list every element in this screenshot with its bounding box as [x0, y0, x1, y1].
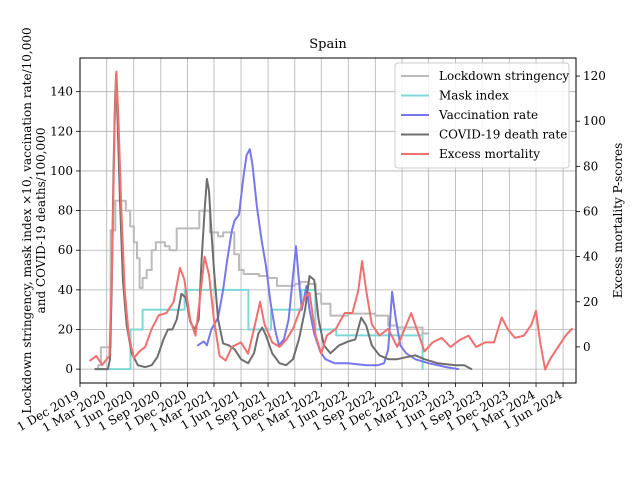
y-left-tick-label: 140 [50, 85, 73, 99]
y-right-tick-label: 20 [583, 295, 598, 309]
chart-title: Spain [309, 37, 347, 52]
series-line-lockdown-stringency [94, 199, 430, 371]
y-right-tick-label: 120 [583, 69, 606, 83]
legend-box [394, 62, 570, 169]
y-right-tick-label: 80 [583, 159, 598, 173]
y-right-tick-label: 0 [583, 340, 591, 354]
legend-label-covid-19-death-rate: COVID-19 death rate [439, 128, 567, 142]
y-left-tick-label: 80 [58, 204, 73, 218]
y-right-tick-label: 40 [583, 250, 598, 264]
y-left-tick-label: 0 [65, 362, 73, 376]
y-right-tick-label: 100 [583, 114, 606, 128]
y-axis-left-label-line1: Lockdown stringency, mask index ×10, vac… [20, 27, 34, 413]
plot-frame [79, 57, 577, 384]
y-axis-right-label: Excess mortality P-scores [611, 143, 625, 298]
y-left-tick-label: 40 [58, 283, 73, 297]
y-left-tick-label: 20 [58, 322, 73, 336]
series-line-excess-mortality [89, 70, 573, 371]
y-left-tick-label: 60 [58, 243, 73, 257]
series-line-vaccination-rate [196, 148, 460, 371]
y-left-tick-label: 100 [50, 164, 73, 178]
series-lines [89, 70, 573, 371]
legend-label-mask-index: Mask index [439, 89, 509, 103]
y-axis-left-label-line2: and COVID-19 deaths/100,000 [34, 128, 48, 314]
legend-label-vaccination-rate: Vaccination rate [438, 108, 538, 122]
y-right-tick-label: 60 [583, 204, 598, 218]
gridlines [79, 58, 576, 383]
legend: Lockdown stringency Mask index Vaccination… [394, 62, 570, 169]
y-left-tick-label: 120 [50, 124, 73, 138]
legend-label-excess-mortality: Excess mortality [439, 147, 540, 161]
legend-label-lockdown-stringency: Lockdown stringency [439, 69, 569, 83]
